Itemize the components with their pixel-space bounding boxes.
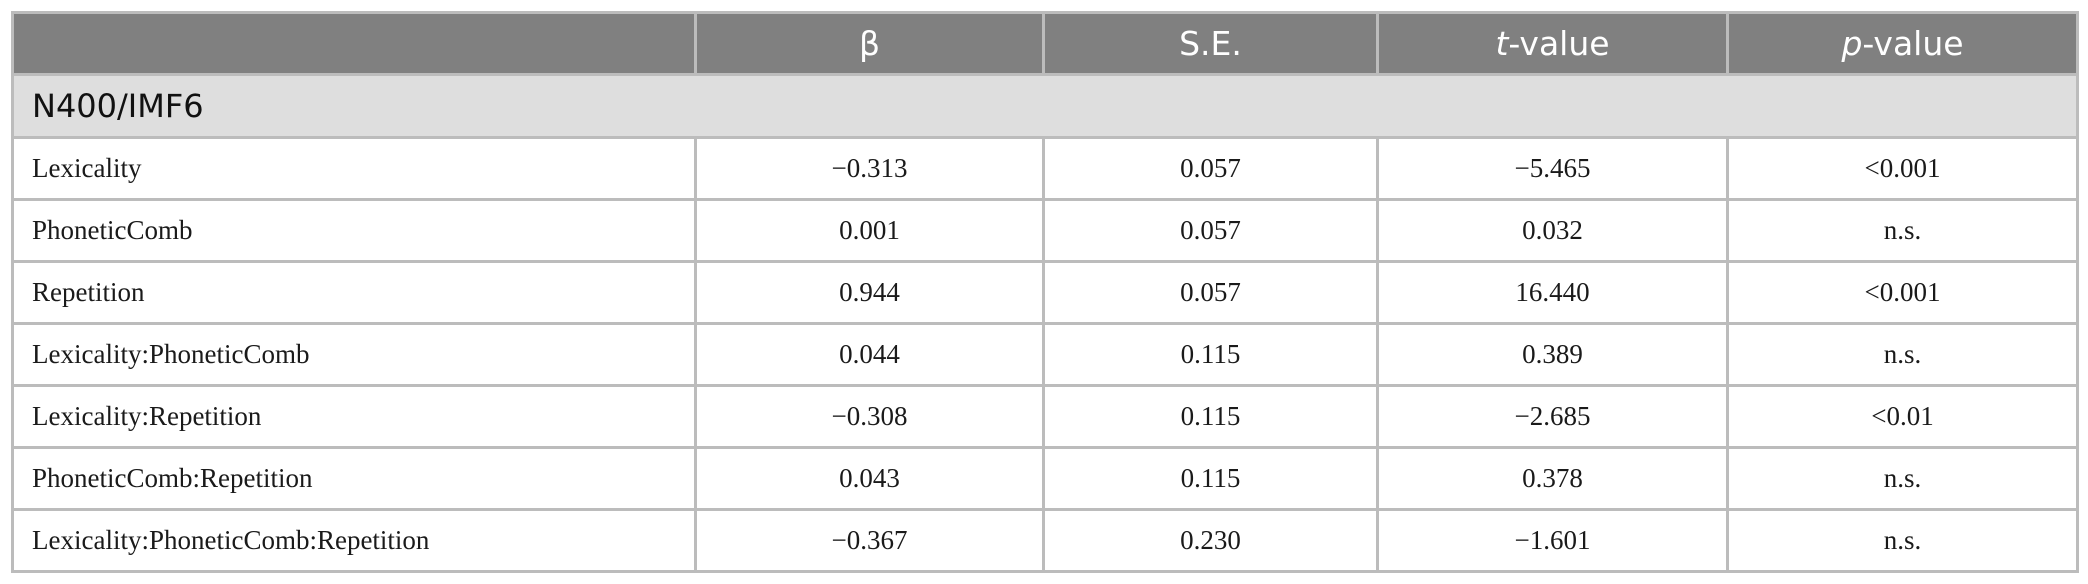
header-p-value: p-value bbox=[1726, 11, 2079, 76]
table-header: β S.E. t-value p-value bbox=[11, 11, 2079, 76]
table-row: Lexicality:Repetition −0.308 0.115 −2.68… bbox=[11, 384, 2079, 449]
effect-cell: Lexicality:PhoneticComb:Repetition bbox=[11, 508, 697, 573]
regression-results-table: β S.E. t-value p-value N400/IMF6 Lexical… bbox=[11, 11, 2079, 573]
table-row: Lexicality:PhoneticComb 0.044 0.115 0.38… bbox=[11, 322, 2079, 387]
section-title: N400/IMF6 bbox=[11, 73, 2079, 139]
table-body: N400/IMF6 Lexicality −0.313 0.057 −5.465… bbox=[11, 73, 2079, 573]
beta-cell: −0.367 bbox=[694, 508, 1045, 573]
t-value-cell: −5.465 bbox=[1376, 136, 1729, 201]
t-value-cell: 0.032 bbox=[1376, 198, 1729, 263]
table-row: PhoneticComb:Repetition 0.043 0.115 0.37… bbox=[11, 446, 2079, 511]
se-cell: 0.057 bbox=[1042, 260, 1379, 325]
t-value-cell: 16.440 bbox=[1376, 260, 1729, 325]
beta-cell: 0.044 bbox=[694, 322, 1045, 387]
beta-cell: 0.001 bbox=[694, 198, 1045, 263]
header-row: β S.E. t-value p-value bbox=[11, 11, 2079, 76]
beta-cell: 0.944 bbox=[694, 260, 1045, 325]
header-se: S.E. bbox=[1042, 11, 1379, 76]
header-t-suffix: -value bbox=[1508, 24, 1610, 63]
table-row: Lexicality −0.313 0.057 −5.465 <0.001 bbox=[11, 136, 2079, 201]
p-value-cell: <0.01 bbox=[1726, 384, 2079, 449]
t-value-cell: −1.601 bbox=[1376, 508, 1729, 573]
effect-cell: Lexicality bbox=[11, 136, 697, 201]
header-p-symbol: p bbox=[1841, 24, 1863, 63]
se-cell: 0.057 bbox=[1042, 136, 1379, 201]
section-row: N400/IMF6 bbox=[11, 73, 2079, 139]
table-row: PhoneticComb 0.001 0.057 0.032 n.s. bbox=[11, 198, 2079, 263]
t-value-cell: 0.389 bbox=[1376, 322, 1729, 387]
effect-cell: Lexicality:PhoneticComb bbox=[11, 322, 697, 387]
table-row: Lexicality:PhoneticComb:Repetition −0.36… bbox=[11, 508, 2079, 573]
t-value-cell: 0.378 bbox=[1376, 446, 1729, 511]
se-cell: 0.057 bbox=[1042, 198, 1379, 263]
se-cell: 0.115 bbox=[1042, 446, 1379, 511]
p-value-cell: <0.001 bbox=[1726, 136, 2079, 201]
t-value-cell: −2.685 bbox=[1376, 384, 1729, 449]
p-value-cell: n.s. bbox=[1726, 198, 2079, 263]
header-p-suffix: -value bbox=[1862, 24, 1964, 63]
beta-cell: −0.313 bbox=[694, 136, 1045, 201]
beta-cell: 0.043 bbox=[694, 446, 1045, 511]
results-table-container: β S.E. t-value p-value N400/IMF6 Lexical… bbox=[11, 11, 2079, 573]
header-effect bbox=[11, 11, 697, 76]
se-cell: 0.115 bbox=[1042, 384, 1379, 449]
p-value-cell: n.s. bbox=[1726, 508, 2079, 573]
se-cell: 0.115 bbox=[1042, 322, 1379, 387]
effect-cell: Repetition bbox=[11, 260, 697, 325]
p-value-cell: n.s. bbox=[1726, 322, 2079, 387]
p-value-cell: <0.001 bbox=[1726, 260, 2079, 325]
se-cell: 0.230 bbox=[1042, 508, 1379, 573]
effect-cell: PhoneticComb:Repetition bbox=[11, 446, 697, 511]
header-beta: β bbox=[694, 11, 1045, 76]
header-t-symbol: t bbox=[1495, 24, 1509, 63]
beta-cell: −0.308 bbox=[694, 384, 1045, 449]
effect-cell: Lexicality:Repetition bbox=[11, 384, 697, 449]
table-row: Repetition 0.944 0.057 16.440 <0.001 bbox=[11, 260, 2079, 325]
effect-cell: PhoneticComb bbox=[11, 198, 697, 263]
header-t-value: t-value bbox=[1376, 11, 1729, 76]
p-value-cell: n.s. bbox=[1726, 446, 2079, 511]
